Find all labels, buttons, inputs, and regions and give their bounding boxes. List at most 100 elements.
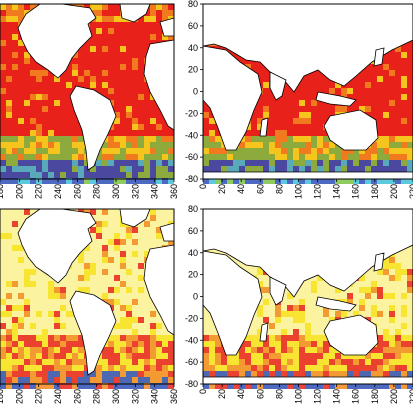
field-cell	[168, 359, 174, 365]
field-cell	[72, 148, 78, 154]
field-cell	[269, 178, 275, 184]
field-cell	[84, 70, 90, 76]
field-cell	[120, 64, 126, 70]
field-cell	[389, 365, 395, 371]
field-cell	[377, 335, 383, 341]
field-cell	[329, 154, 335, 160]
field-cell	[347, 160, 353, 166]
field-cell	[365, 166, 371, 172]
field-cell	[54, 371, 60, 377]
field-cell	[30, 383, 36, 389]
field-cell	[323, 136, 329, 142]
field-cell	[42, 353, 48, 359]
field-cell	[203, 335, 209, 341]
field-cell	[144, 178, 150, 184]
field-cell	[36, 136, 42, 142]
field-cell	[0, 299, 6, 305]
field-cell	[72, 160, 78, 166]
field-cell	[203, 371, 209, 377]
field-cell	[299, 383, 305, 389]
field-cell	[215, 359, 221, 365]
field-cell	[156, 335, 162, 341]
field-cell	[150, 359, 156, 365]
field-cell	[54, 365, 60, 371]
field-cell	[72, 136, 78, 142]
field-cell	[209, 178, 215, 184]
field-cell	[407, 275, 413, 281]
field-cell	[162, 365, 168, 371]
field-cell	[18, 257, 24, 263]
field-cell	[120, 239, 126, 245]
field-cell	[407, 160, 413, 166]
field-cell	[215, 335, 221, 341]
field-cell	[293, 365, 299, 371]
field-cell	[293, 136, 299, 142]
field-cell	[395, 275, 401, 281]
field-cell	[120, 359, 126, 365]
field-cell	[12, 335, 18, 341]
field-cell	[120, 335, 126, 341]
field-cell	[395, 46, 401, 52]
field-cell	[305, 154, 311, 160]
field-cell	[227, 359, 233, 365]
field-cell	[144, 347, 150, 353]
field-cell	[245, 154, 251, 160]
field-cell	[66, 377, 72, 383]
field-cell	[281, 371, 287, 377]
field-cell	[251, 154, 257, 160]
field-cell	[78, 166, 84, 172]
x-tick-label: 40	[236, 184, 246, 194]
field-cell	[6, 106, 12, 112]
field-cell	[72, 70, 78, 76]
field-cell	[0, 341, 6, 347]
field-cell	[269, 353, 275, 359]
field-cell	[42, 142, 48, 148]
field-cell	[168, 383, 174, 389]
field-cell	[365, 178, 371, 184]
x-tick-label: 120	[313, 389, 323, 404]
field-cell	[377, 269, 383, 275]
field-cell	[341, 154, 347, 160]
field-cell	[275, 365, 281, 371]
field-cell	[126, 166, 132, 172]
field-cell	[108, 353, 114, 359]
field-cell	[12, 142, 18, 148]
x-tick-label: 160	[351, 184, 361, 199]
field-cell	[114, 275, 120, 281]
field-cell	[305, 359, 311, 365]
field-cell	[245, 166, 251, 172]
field-cell	[341, 365, 347, 371]
field-cell	[0, 178, 6, 184]
field-cell	[275, 160, 281, 166]
field-cell	[6, 371, 12, 377]
field-cell	[150, 209, 156, 215]
field-cell	[60, 359, 66, 365]
x-tick-label: 280	[92, 389, 102, 404]
field-cell	[48, 359, 54, 365]
field-cell	[138, 166, 144, 172]
field-cell	[12, 178, 18, 184]
field-cell	[30, 377, 36, 383]
field-cell	[329, 142, 335, 148]
field-cell	[287, 335, 293, 341]
field-cell	[341, 166, 347, 172]
field-cell	[90, 172, 96, 178]
field-cell	[401, 347, 407, 353]
field-cell	[371, 154, 377, 160]
field-cell	[114, 118, 120, 124]
field-cell	[6, 178, 12, 184]
field-cell	[120, 148, 126, 154]
field-cell	[227, 371, 233, 377]
field-cell	[30, 359, 36, 365]
field-cell	[275, 136, 281, 142]
field-cell	[138, 275, 144, 281]
field-cell	[78, 275, 84, 281]
field-cell	[389, 305, 395, 311]
field-cell	[66, 148, 72, 154]
field-cell	[311, 148, 317, 154]
x-tick-label: 320	[130, 184, 140, 199]
x-tick-label: 140	[332, 184, 342, 199]
field-cell	[305, 365, 311, 371]
field-cell	[275, 130, 281, 136]
field-cell	[168, 166, 174, 172]
